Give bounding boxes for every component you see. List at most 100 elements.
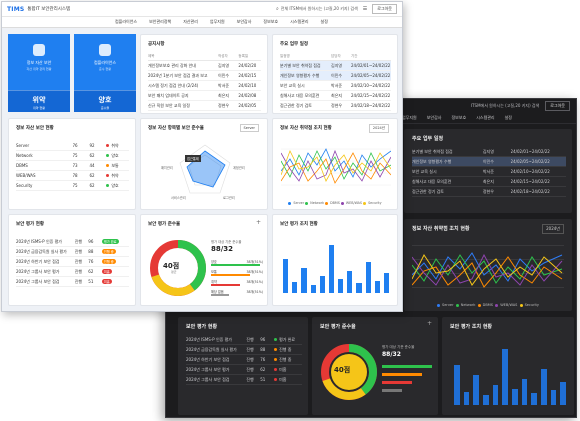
table-row[interactable]: 개인정보보호 관리 강화 안내 김지영 24/02/20 [148, 61, 261, 71]
table-row[interactable]: 보안 패치 업데이트 공지 최은지 24/02/08 [148, 91, 261, 101]
table-row[interactable]: 2024년 하반기 보안 점검 진행 76 진행 중 [186, 355, 302, 365]
action-title: 보안 평가 조치 현황 [280, 222, 318, 227]
nav-item[interactable]: 업무지원 [209, 19, 225, 24]
table-row[interactable]: 침해사고 대응 모의훈련 최은지 24/02/15~24/02/22 [412, 177, 566, 187]
app-logo[interactable]: TIMS [7, 5, 25, 13]
table-cell: 51 [88, 279, 94, 284]
table-cell: 2024년 금융감독원 실사 평가 [186, 346, 237, 352]
dark-year-select[interactable]: 2024년 [542, 224, 564, 234]
dark-nav-item[interactable]: 보안감사 [426, 115, 442, 120]
table-row[interactable]: 분기별 보안 취약점 점검 김지영 24/02/01~24/02/22 [280, 61, 391, 71]
bar [292, 281, 298, 293]
table-row[interactable]: 분기별 보안 취약점 점검 김지영 24/02/01~24/02/22 [412, 147, 566, 157]
dark-search-input[interactable]: ITSM에서 원하시는 (고질,20 키지) 검색 [470, 103, 540, 108]
table-cell: 진행 [246, 356, 254, 362]
table-row[interactable]: 보안 교육 실시 박서준 24/02/10~24/02/22 [412, 167, 566, 177]
dark-nav-item[interactable]: 시스템관리 [476, 115, 495, 120]
status-cell: 진행 중 [101, 258, 129, 265]
notice-card: 공지사항 제목 작성자 등록일 개인정보보호 관리 강화 안내 김지영 24/02/20 2… [140, 34, 268, 114]
nav-item[interactable]: 컴플라이언스 [115, 19, 138, 24]
table-cell: Security [16, 183, 33, 188]
table-row[interactable]: Security 75 62 양호 [16, 181, 129, 191]
table-row[interactable]: 2024년 그룹사 보안 평가 진행 62 미흡 [16, 267, 129, 277]
table-cell: 분기별 보안 취약점 점검 [412, 148, 453, 154]
table-row[interactable]: Network 75 62 양호 [16, 151, 129, 161]
status-cell: 미흡 [101, 268, 129, 275]
table-cell: 보안 패치 업데이트 공지 [148, 92, 189, 98]
table-row[interactable]: 보안 교육 실시 박서준 24/02/10~24/02/22 [280, 81, 391, 91]
dark-score-value: 40점 [334, 366, 351, 374]
table-row[interactable]: 침해사고 대응 모의훈련 최은지 24/02/15~24/02/22 [280, 91, 391, 101]
dark-add-icon[interactable]: + [426, 320, 432, 327]
table-cell: 분기별 보안 취약점 점검 [280, 62, 321, 68]
table-cell: 진행 [246, 366, 254, 372]
table-cell: Network [16, 153, 33, 158]
table-row[interactable]: 2024년 ISMS-P 인증 평가 진행 96 평가 완료 [186, 335, 302, 345]
search-input[interactable]: ⌕ 전체 ITSM에서 원하시는 (고질,20 키지) 검색 [276, 6, 358, 12]
logout-button[interactable]: 로그아웃 [372, 4, 397, 14]
table-cell: 62 [89, 153, 95, 158]
dark-nav-item[interactable]: 정보보호 [451, 115, 467, 120]
table-row[interactable]: 접근권한 정기 검토 정현우 24/02/18~24/02/22 [280, 101, 391, 111]
table-row[interactable]: 개인정보 영향평가 수행 이민수 24/02/05~24/02/22 [412, 157, 566, 167]
nav-item[interactable]: 자산관리 [183, 19, 198, 24]
table-row[interactable]: 신규 직원 보안 교육 일정 정현우 24/02/05 [148, 101, 261, 111]
list-icon[interactable]: ☰ [362, 6, 368, 12]
tile-value-sub: 준수율 [100, 106, 110, 110]
legend-dot [305, 201, 309, 205]
tile-value-sub: 취약 현황 [33, 106, 45, 110]
table-row[interactable]: 2024년 1분기 보안 점검 결과 보고 이민수 24/02/15 [148, 71, 261, 81]
add-icon[interactable]: + [255, 219, 261, 226]
asset-type-select[interactable]: Server [239, 124, 259, 132]
compliance-tile[interactable]: 컴플라이언스 준수 현황 양호 준수율 [74, 34, 136, 112]
bar [492, 385, 499, 405]
table-row[interactable]: 시스템 정기 점검 안내 (2/24) 박서준 24/02/10 [148, 81, 261, 91]
table-row[interactable]: 2024년 ISMS-P 인증 평가 진행 96 평가 완료 [16, 237, 129, 247]
bar [310, 284, 316, 293]
nav-item[interactable]: 보안관리정책 [149, 19, 172, 24]
table-cell: 2024년 그룹사 보안 평가 [186, 366, 230, 372]
table-header: 제목 작성자 등록일 [148, 53, 261, 61]
status-text: 양호 [111, 182, 119, 188]
year-select[interactable]: 2024년 [368, 124, 389, 133]
table-row[interactable]: DBMS 73 44 보통 [16, 161, 129, 171]
asset-security-tile[interactable]: 정보 자산 보안 자산 취약 관리 현황 위약 취약 현황 [8, 34, 70, 112]
nav-item[interactable]: 보안감사 [236, 19, 252, 24]
nav-item[interactable]: 정보보호 [263, 19, 279, 24]
table-cell: Server [16, 143, 30, 148]
table-cell: 2024년 하반기 보안 점검 [186, 356, 230, 362]
nav-item[interactable]: 시스템관리 [290, 19, 309, 24]
score-sub: 평균 [171, 270, 177, 274]
status-text: 미흡 [279, 366, 287, 372]
dark-trend-legend: Server Network DBMS WEB/WAS Security [404, 303, 572, 307]
status-dot [106, 144, 110, 147]
table-row[interactable]: 2024년 금융감독원 실사 평가 진행 88 진행 중 [16, 247, 129, 257]
table-cell: 2024년 그룹사 보안 점검 [186, 376, 230, 382]
building-icon [99, 44, 111, 56]
radar-label: 로그관리 [223, 196, 235, 200]
compliance-card: 보안 평가 준수율 + 40점 평균 평가 대상 기준 준수율 88/32 양호… [140, 214, 268, 306]
dark-nav-item[interactable]: 업무지원 [402, 115, 417, 120]
table-row[interactable]: Server 76 92 취약 [16, 141, 129, 151]
table-row[interactable]: 2024년 그룹사 보안 점검 진행 51 미흡 [16, 277, 129, 287]
status-badge: 미흡 [101, 268, 112, 274]
dark-compliance-card: 보안 평가 준수율 + 40점 평가 대상 기준 준수율 88/32 [312, 317, 438, 415]
dark-score-donut [321, 344, 377, 400]
dark-logout-button[interactable]: 로그아웃 [545, 101, 570, 111]
table-cell: 진행 [246, 376, 254, 382]
table-row[interactable]: 개인정보 영향평가 수행 이민수 24/02/05~24/02/22 [280, 71, 391, 81]
table-row[interactable]: WEB/WAS 78 62 취약 [16, 171, 129, 181]
table-cell: 진행 [246, 336, 254, 342]
table-row[interactable]: 2024년 그룹사 보안 평가 진행 62 미흡 [186, 365, 302, 375]
tile-name: 컴플라이언스 [93, 60, 117, 65]
table-row[interactable]: 2024년 그룹사 보안 점검 진행 51 미흡 [186, 375, 302, 385]
dark-nav-item[interactable]: 설정 [504, 115, 512, 120]
dark-bar-mid [382, 373, 422, 376]
table-row[interactable]: 2024년 금융감독원 실사 평가 진행 88 진행 중 [186, 345, 302, 355]
table-cell: 96 [260, 337, 266, 342]
table-row[interactable]: 2024년 하반기 보안 점검 진행 76 진행 중 [16, 257, 129, 267]
table-row[interactable]: 접근권한 정기 검토 정현우 24/02/18~24/02/22 [412, 187, 566, 197]
nav-item[interactable]: 설정 [320, 19, 328, 24]
light-theme-window: TIMS 통합IT 보안관리시스템 ⌕ 전체 ITSM에서 원하시는 (고질,2… [1, 1, 403, 312]
